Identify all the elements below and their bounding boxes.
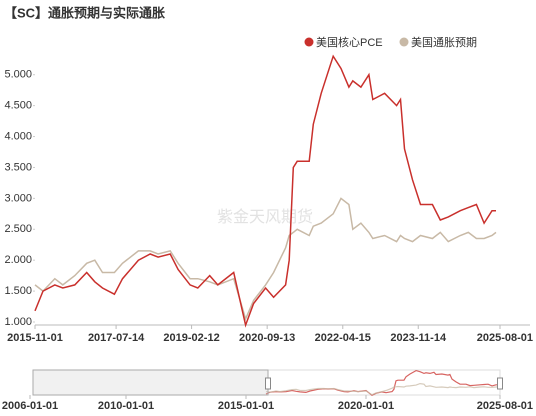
legend-marker xyxy=(399,37,409,47)
y-tick-label: 4.500 xyxy=(4,100,32,112)
x-tick-label: 2019-02-12 xyxy=(163,332,219,344)
navigator-handle[interactable] xyxy=(497,377,503,390)
x-tick-label: 2017-07-14 xyxy=(88,332,145,344)
y-tick-label: 3.000 xyxy=(4,192,32,204)
navigator-line xyxy=(265,382,499,396)
y-tick-label: 4.000 xyxy=(4,130,32,142)
series-line xyxy=(34,54,496,328)
navigator-tick-label: 2010-01-01 xyxy=(98,400,154,412)
watermark: 紫金天风期货 xyxy=(217,208,313,226)
y-tick-label: 2.500 xyxy=(4,223,32,235)
legend-label: 美国核心PCE xyxy=(316,35,383,49)
y-tick-label: 5.000 xyxy=(4,69,32,81)
y-tick-label: 3.500 xyxy=(4,161,32,173)
x-tick-label: 2020-09-13 xyxy=(239,332,295,344)
navigator-tick-label: 2015-01-01 xyxy=(218,400,274,412)
navigator-mask xyxy=(32,369,269,396)
navigator-line xyxy=(265,369,498,397)
legend-label: 美国通胀预期 xyxy=(411,36,477,49)
x-tick-label: 2022-04-15 xyxy=(315,332,371,344)
navigator-handle[interactable] xyxy=(265,377,271,390)
navigator-tick-label: 2006-01-01 xyxy=(2,400,58,412)
navigator-tick-label: 2020-01-01 xyxy=(338,400,394,412)
chart-title: 【SC】通胀预期与实际通胀 xyxy=(4,5,165,20)
x-tick-label: 2015-11-01 xyxy=(7,332,63,344)
x-tick-label: 2023-11-14 xyxy=(390,332,447,344)
y-tick-label: 1.000 xyxy=(4,316,32,328)
x-tick-label: 2025-08-01 xyxy=(477,332,533,344)
series-line xyxy=(34,197,497,322)
navigator-tick-label: 2025-08-01 xyxy=(477,400,533,412)
legend-marker xyxy=(304,37,314,47)
y-tick-label: 2.000 xyxy=(4,254,32,266)
y-tick-label: 1.500 xyxy=(4,285,32,297)
